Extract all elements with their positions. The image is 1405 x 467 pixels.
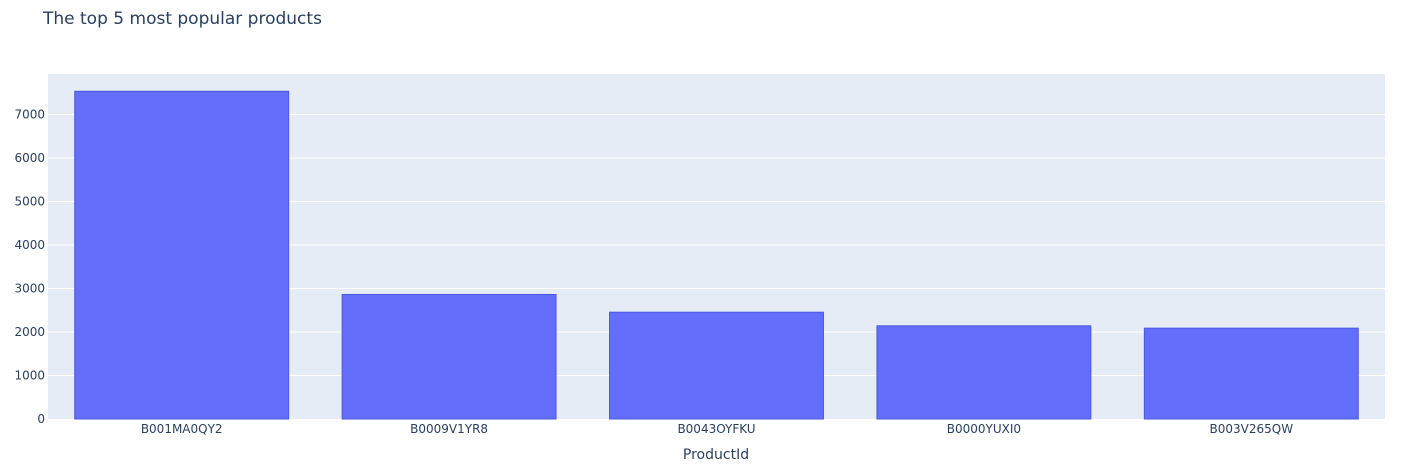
y-tick-label: 7000 bbox=[14, 107, 45, 121]
x-tick-label: B0043OYFKU bbox=[677, 422, 755, 436]
x-axis-title: ProductId bbox=[683, 447, 749, 463]
bars-group bbox=[74, 90, 1359, 420]
chart-title: The top 5 most popular products bbox=[42, 9, 322, 29]
bar-B0009V1YR8[interactable] bbox=[341, 293, 557, 420]
bar-B001MA0QY2[interactable] bbox=[74, 90, 290, 420]
bar-B003V265QW[interactable] bbox=[1143, 327, 1359, 420]
bar-B0000YUXI0[interactable] bbox=[876, 325, 1092, 420]
x-tick-label: B0000YUXI0 bbox=[947, 422, 1021, 436]
x-tick-label: B0009V1YR8 bbox=[410, 422, 488, 436]
x-tick-label: B001MA0QY2 bbox=[141, 422, 223, 436]
x-tick-label: B003V265QW bbox=[1210, 422, 1294, 436]
y-axis: 0 1000 2000 3000 4000 5000 6000 7000 bbox=[14, 107, 45, 426]
x-axis: B001MA0QY2 B0009V1YR8 B0043OYFKU B0000YUXI0… bbox=[141, 422, 1293, 436]
bar-B0043OYFKU[interactable] bbox=[609, 311, 824, 420]
y-tick-label: 4000 bbox=[14, 238, 45, 252]
y-tick-label: 2000 bbox=[14, 325, 45, 339]
y-tick-label: 0 bbox=[37, 412, 45, 426]
y-tick-label: 6000 bbox=[14, 151, 45, 165]
y-tick-label: 1000 bbox=[14, 368, 45, 382]
y-tick-label: 3000 bbox=[14, 281, 45, 295]
y-tick-label: 5000 bbox=[14, 194, 45, 208]
